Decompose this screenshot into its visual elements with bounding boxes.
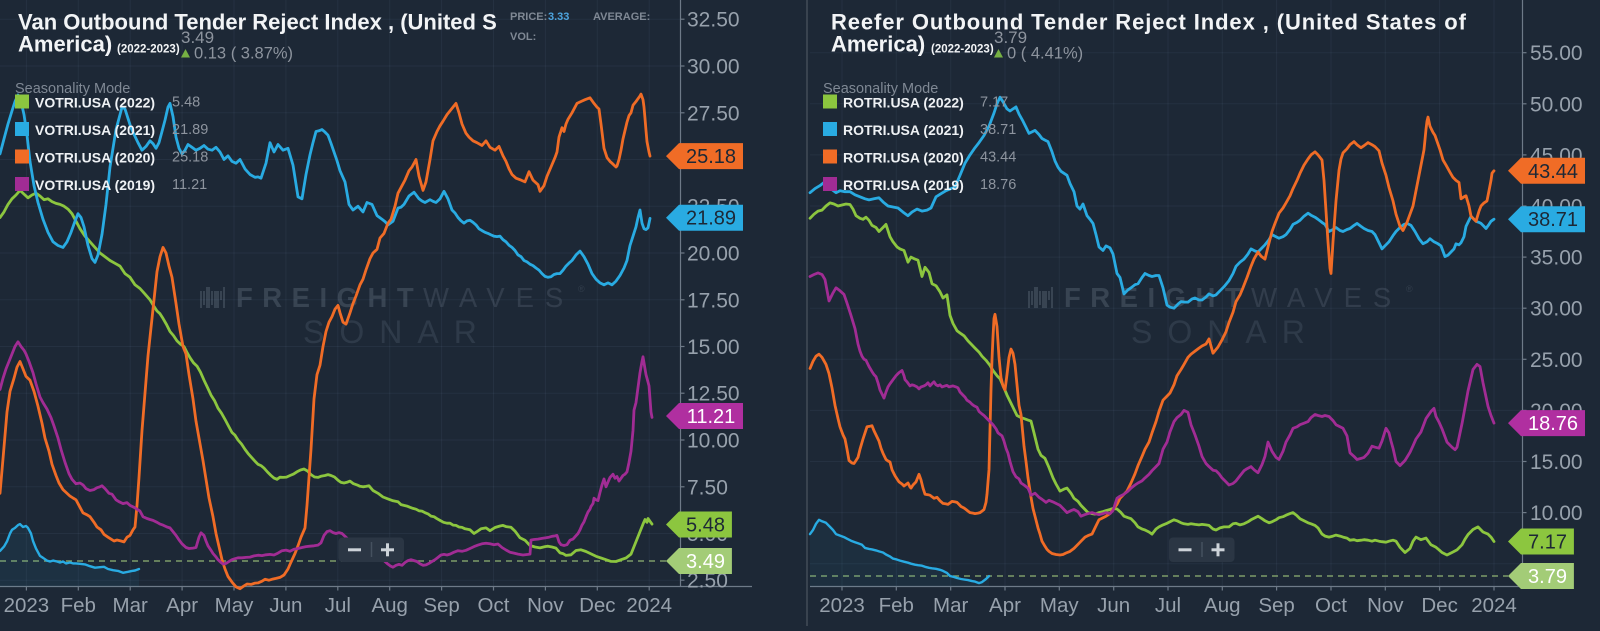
svg-text:WAVES: WAVES: [1251, 282, 1402, 313]
svg-text:2.50: 2.50: [687, 570, 728, 593]
svg-text:Apr: Apr: [166, 594, 198, 617]
svg-text:50.00: 50.00: [1530, 93, 1583, 116]
svg-text:PRICE:: PRICE:: [510, 11, 547, 23]
svg-text:2024: 2024: [626, 594, 672, 617]
svg-text:7.17: 7.17: [1528, 532, 1567, 554]
svg-text:Van Outbound Tender Reject Ind: Van Outbound Tender Reject Index , (Unit…: [18, 10, 497, 35]
svg-text:0.13 ( 3.87%): 0.13 ( 3.87%): [194, 45, 293, 63]
svg-text:12.50: 12.50: [687, 383, 740, 406]
svg-text:VOTRI.USA (2022): VOTRI.USA (2022): [35, 95, 155, 111]
svg-text:ROTRI.USA (2022): ROTRI.USA (2022): [843, 95, 964, 111]
svg-text:Seasonality Mode: Seasonality Mode: [823, 81, 938, 97]
svg-text:11.21: 11.21: [687, 406, 736, 428]
svg-text:Nov: Nov: [1367, 594, 1404, 617]
svg-text:®: ®: [578, 284, 585, 294]
svg-text:Mar: Mar: [113, 594, 148, 617]
svg-text:ROTRI.USA (2019): ROTRI.USA (2019): [843, 177, 964, 193]
svg-text:America): America): [831, 32, 925, 57]
svg-text:30.00: 30.00: [687, 56, 740, 79]
svg-text:(2022-2023): (2022-2023): [117, 44, 180, 56]
svg-text:VOTRI.USA (2021): VOTRI.USA (2021): [35, 122, 155, 138]
svg-text:25.18: 25.18: [172, 150, 208, 166]
svg-text:43.44: 43.44: [980, 150, 1016, 166]
svg-text:Dec: Dec: [579, 594, 615, 617]
svg-text:America): America): [18, 32, 112, 57]
svg-text:Jul: Jul: [1155, 594, 1181, 617]
svg-text:11.21: 11.21: [172, 177, 207, 193]
svg-text:2024: 2024: [1471, 594, 1517, 617]
svg-text:2023: 2023: [819, 594, 865, 617]
svg-text:Apr: Apr: [989, 594, 1021, 617]
svg-text:Jul: Jul: [325, 594, 351, 617]
svg-text:3.33: 3.33: [548, 11, 569, 23]
svg-text:FREIGHT: FREIGHT: [1064, 282, 1251, 313]
svg-text:AVERAGE:: AVERAGE:: [593, 11, 650, 23]
svg-text:FREIGHT: FREIGHT: [236, 282, 423, 313]
svg-text:17.50: 17.50: [687, 289, 740, 312]
svg-text:25.00: 25.00: [1530, 349, 1583, 372]
svg-text:15.00: 15.00: [687, 336, 740, 359]
svg-text:Sep: Sep: [423, 594, 459, 617]
svg-text:38.71: 38.71: [980, 122, 1016, 138]
svg-text:VOTRI.USA (2019): VOTRI.USA (2019): [35, 177, 155, 193]
svg-text:Aug: Aug: [1204, 594, 1240, 617]
svg-text:Jun: Jun: [1097, 594, 1130, 617]
svg-text:5.48: 5.48: [172, 95, 200, 111]
svg-text:ROTRI.USA (2021): ROTRI.USA (2021): [843, 122, 964, 138]
svg-text:(2022-2023): (2022-2023): [931, 44, 994, 56]
svg-text:43.44: 43.44: [1528, 161, 1578, 183]
svg-text:0 ( 4.41%): 0 ( 4.41%): [1007, 45, 1083, 63]
svg-text:Aug: Aug: [371, 594, 407, 617]
svg-text:ROTRI.USA (2020): ROTRI.USA (2020): [843, 150, 964, 166]
svg-text:May: May: [215, 594, 254, 617]
svg-text:3.79: 3.79: [994, 28, 1027, 47]
svg-text:10.00: 10.00: [1530, 502, 1583, 525]
svg-text:7.17: 7.17: [980, 95, 1008, 111]
svg-text:2023: 2023: [4, 594, 50, 617]
svg-text:Dec: Dec: [1421, 594, 1457, 617]
svg-text:15.00: 15.00: [1530, 451, 1583, 474]
svg-text:Oct: Oct: [1315, 594, 1347, 617]
svg-text:SONAR: SONAR: [1131, 314, 1320, 350]
svg-text:VOL:: VOL:: [510, 31, 536, 43]
svg-text:3.79: 3.79: [1528, 566, 1567, 588]
svg-text:21.89: 21.89: [686, 208, 736, 230]
svg-text:Oct: Oct: [478, 594, 510, 617]
svg-text:30.00: 30.00: [1530, 298, 1583, 321]
svg-text:32.50: 32.50: [687, 9, 740, 32]
svg-text:27.50: 27.50: [687, 102, 740, 125]
svg-text:Mar: Mar: [933, 594, 968, 617]
svg-text:Jun: Jun: [269, 594, 302, 617]
svg-text:5.48: 5.48: [686, 515, 725, 537]
svg-text:10.00: 10.00: [687, 430, 740, 453]
svg-text:7.50: 7.50: [687, 476, 728, 499]
svg-text:Nov: Nov: [527, 594, 564, 617]
svg-text:21.89: 21.89: [172, 122, 208, 138]
svg-text:18.76: 18.76: [980, 177, 1016, 193]
svg-text:20.00: 20.00: [687, 243, 740, 266]
svg-text:VOTRI.USA (2020): VOTRI.USA (2020): [35, 150, 155, 166]
svg-text:18.76: 18.76: [1528, 413, 1578, 435]
svg-text:Feb: Feb: [879, 594, 914, 617]
svg-text:25.18: 25.18: [686, 146, 736, 168]
svg-text:®: ®: [1406, 284, 1413, 294]
svg-text:Seasonality Mode: Seasonality Mode: [15, 81, 130, 97]
svg-text:Feb: Feb: [61, 594, 96, 617]
svg-text:Sep: Sep: [1258, 594, 1294, 617]
svg-text:May: May: [1040, 594, 1079, 617]
svg-text:Reefer Outbound Tender Reject: Reefer Outbound Tender Reject Index , (U…: [831, 10, 1467, 35]
svg-text:3.49: 3.49: [181, 28, 214, 47]
svg-text:35.00: 35.00: [1530, 247, 1583, 270]
svg-text:38.71: 38.71: [1528, 209, 1578, 231]
svg-text:55.00: 55.00: [1530, 42, 1583, 65]
svg-text:SONAR: SONAR: [303, 314, 492, 350]
svg-text:WAVES: WAVES: [423, 282, 574, 313]
svg-text:3.49: 3.49: [686, 551, 725, 573]
